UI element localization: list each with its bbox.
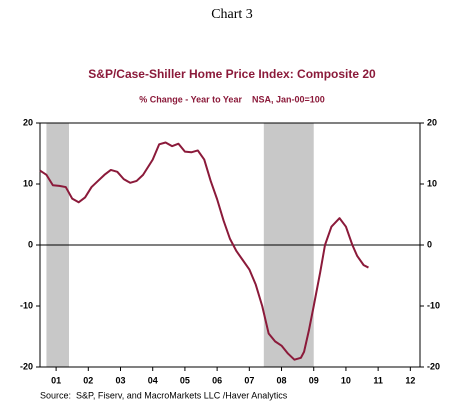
chart-subtitle: % Change - Year to Year NSA, Jan-00=100: [139, 94, 325, 104]
x-tick-label: 04: [148, 375, 158, 385]
x-tick-label: 03: [116, 375, 126, 385]
x-tick-label: 08: [277, 375, 287, 385]
x-tick-label: 06: [212, 375, 222, 385]
y-tick-label: -10: [20, 300, 33, 310]
chart-title: S&P/Case-Shiller Home Price Index: Compo…: [88, 67, 376, 81]
chart-header: Chart 3: [211, 7, 253, 22]
x-tick-label: 01: [51, 375, 61, 385]
y-tick-label: 20: [23, 117, 33, 127]
x-tick-label: 12: [405, 375, 415, 385]
source-note: Source: S&P, Fiserv, and MacroMarkets LL…: [40, 390, 288, 400]
y-tick-label: 0: [28, 239, 33, 249]
x-tick-label: 10: [341, 375, 351, 385]
y2-tick-label: 20: [427, 117, 437, 127]
y2-tick-label: -10: [427, 300, 440, 310]
x-tick-label: 02: [83, 375, 93, 385]
y2-tick-label: 0: [427, 239, 432, 249]
y2-tick-label: 10: [427, 178, 437, 188]
y-tick-label: -20: [20, 361, 33, 371]
x-tick-label: 09: [309, 375, 319, 385]
x-tick-label: 05: [180, 375, 190, 385]
x-tick-label: 07: [244, 375, 254, 385]
y-tick-label: 10: [23, 178, 33, 188]
data-line: [39, 141, 369, 361]
x-tick-label: 11: [373, 375, 383, 385]
y2-tick-label: -20: [427, 361, 440, 371]
